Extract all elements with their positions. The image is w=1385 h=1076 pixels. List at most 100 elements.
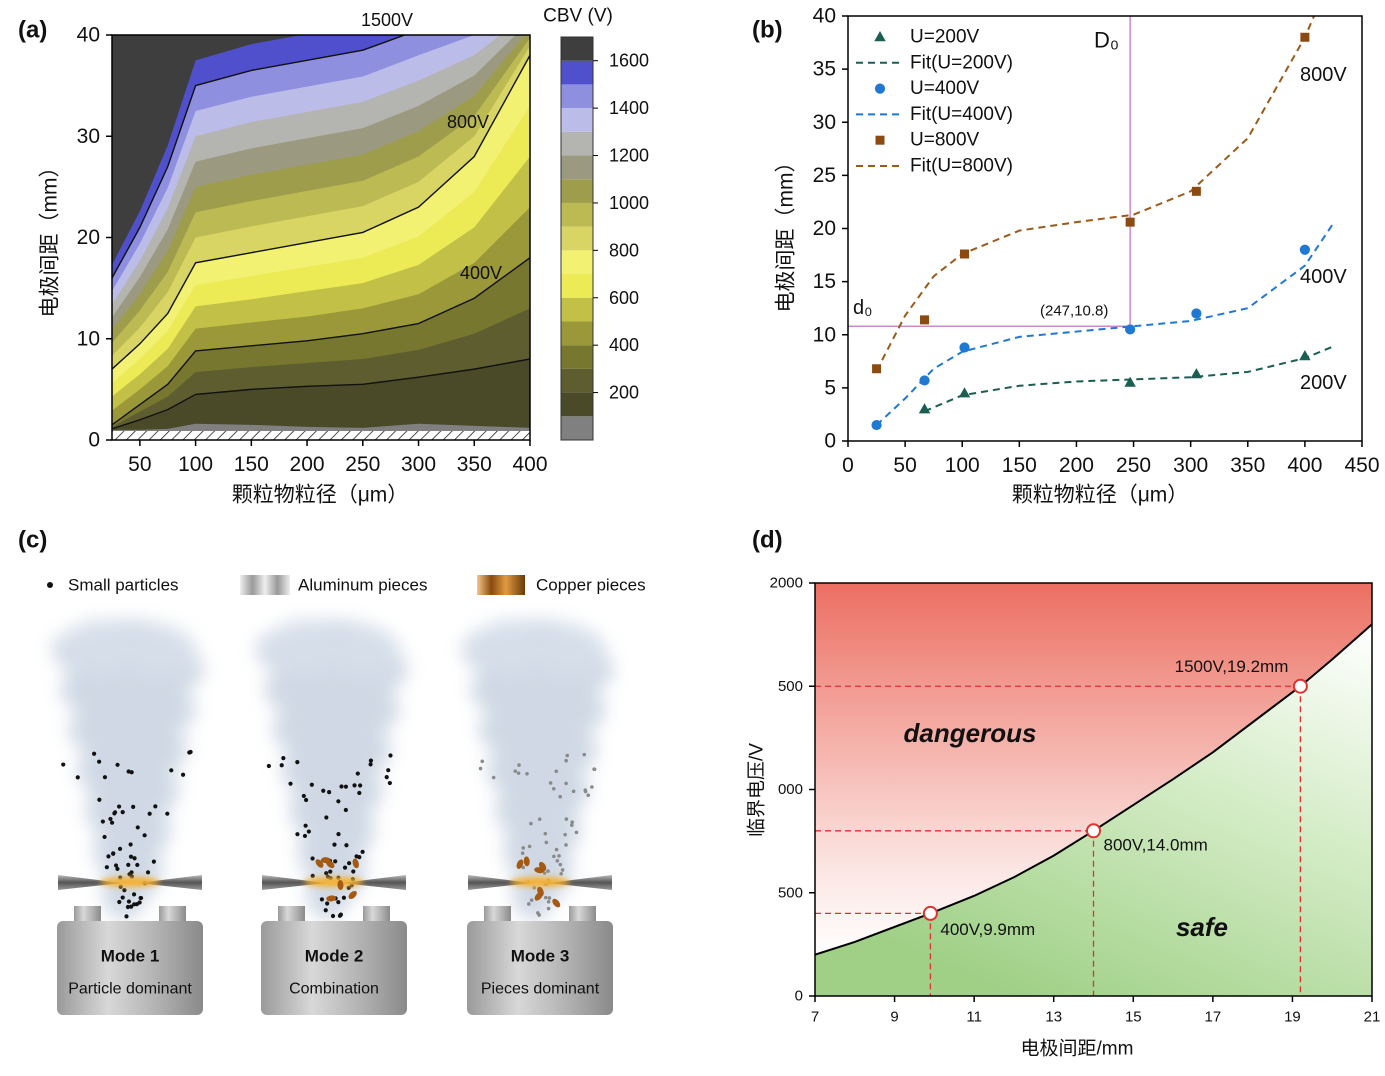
particle <box>357 790 362 796</box>
critical-point <box>1292 678 1308 694</box>
particle <box>281 756 286 761</box>
region-label: dangerous <box>904 718 1037 748</box>
contour-line <box>112 54 530 370</box>
critical-point <box>1086 823 1101 839</box>
particle <box>120 810 125 815</box>
particle <box>557 854 561 858</box>
y-axis-label: 电极间距（mm） <box>39 157 62 318</box>
colorbar-tick-label: 1000 <box>609 193 649 213</box>
y-tick-label: 0 <box>88 429 100 452</box>
particle <box>517 763 521 767</box>
legend-label: Fit(U=400V) <box>910 104 1013 125</box>
particle <box>558 794 563 799</box>
particle <box>564 781 568 786</box>
y-tick-label: 500 <box>778 678 803 695</box>
marker <box>1125 324 1136 335</box>
particle <box>131 804 136 809</box>
particle <box>151 859 156 864</box>
particle <box>346 885 351 890</box>
particle <box>135 825 140 830</box>
y-tick-label: 30 <box>77 125 100 148</box>
x-tick-label: 350 <box>457 453 492 476</box>
particle <box>336 831 341 837</box>
y-axis-label: 临界电压/V <box>746 743 768 837</box>
x-tick-label: 200 <box>1059 454 1094 477</box>
particle <box>117 899 122 905</box>
copper-piece <box>352 858 359 869</box>
contour-band <box>112 359 530 440</box>
x-tick-label: 19 <box>1284 1009 1301 1026</box>
particle <box>529 898 534 902</box>
mode-title: Mode 1 <box>101 947 160 966</box>
annotation: 400V <box>1300 266 1347 288</box>
particle <box>586 793 591 798</box>
marker <box>960 249 970 259</box>
particle <box>288 781 293 786</box>
y-tick-label: 000 <box>778 781 803 798</box>
particle <box>127 872 132 877</box>
particle <box>387 780 392 786</box>
particle <box>324 815 329 820</box>
colorbar-tick-label: 400 <box>609 335 639 355</box>
particle <box>122 888 127 893</box>
particle <box>327 790 332 795</box>
x-tick-label: 7 <box>811 1009 819 1026</box>
marker <box>872 364 882 374</box>
smoke-puff <box>125 626 195 678</box>
particle <box>552 854 556 859</box>
legend-label: U=800V <box>910 130 980 151</box>
particle <box>564 843 568 847</box>
x-tick-label: 0 <box>842 454 854 477</box>
x-tick-label: 9 <box>890 1009 898 1026</box>
particle <box>386 768 391 773</box>
y-tick-label: 10 <box>77 327 100 350</box>
x-tick-label: 250 <box>1116 454 1151 477</box>
marker <box>919 375 930 386</box>
particle <box>302 833 308 839</box>
marker <box>920 315 930 325</box>
colorbar-tick-label: 200 <box>609 383 639 403</box>
colorbar-band <box>561 321 593 346</box>
particle <box>306 829 311 834</box>
particle <box>360 849 365 854</box>
legend-label: Copper pieces <box>536 576 646 595</box>
particle <box>153 804 158 809</box>
particle <box>341 895 347 900</box>
particle <box>570 820 575 824</box>
arc-glow <box>100 877 160 887</box>
particle <box>128 854 134 859</box>
colorbar-band <box>561 60 593 85</box>
marker <box>874 83 886 94</box>
colorbar-band <box>561 108 593 132</box>
colorbar-band <box>561 345 593 369</box>
y-axis-label: 电极间距（mm） <box>775 152 798 313</box>
marker <box>1125 217 1135 227</box>
contour-annotation: 1500V <box>361 10 413 30</box>
x-tick-label: 13 <box>1045 1009 1062 1026</box>
marker <box>1299 350 1311 361</box>
particle <box>336 900 341 905</box>
particle <box>112 810 118 815</box>
particle <box>478 766 483 771</box>
danger-region <box>815 583 1372 955</box>
particle <box>137 900 142 905</box>
particle <box>125 904 131 910</box>
copper-piece <box>537 886 544 897</box>
x-axis-label: 电极间距/mm <box>1021 1038 1134 1060</box>
annotation: (247,10.8) <box>1040 303 1108 320</box>
legend-label: U=200V <box>910 27 980 48</box>
panel-label: (a) <box>18 17 47 44</box>
particle <box>548 781 553 785</box>
particle <box>527 902 531 906</box>
particle <box>564 817 569 821</box>
particle <box>97 797 102 802</box>
particle <box>126 899 132 904</box>
colorbar-band <box>561 131 593 156</box>
particle <box>564 758 568 763</box>
particle <box>582 752 587 757</box>
legend-label: Aluminum pieces <box>298 576 427 595</box>
colorbar-tick-label: 1400 <box>609 98 649 118</box>
particle <box>303 797 309 803</box>
x-tick-label: 350 <box>1230 454 1265 477</box>
smoke-puff <box>512 860 556 920</box>
